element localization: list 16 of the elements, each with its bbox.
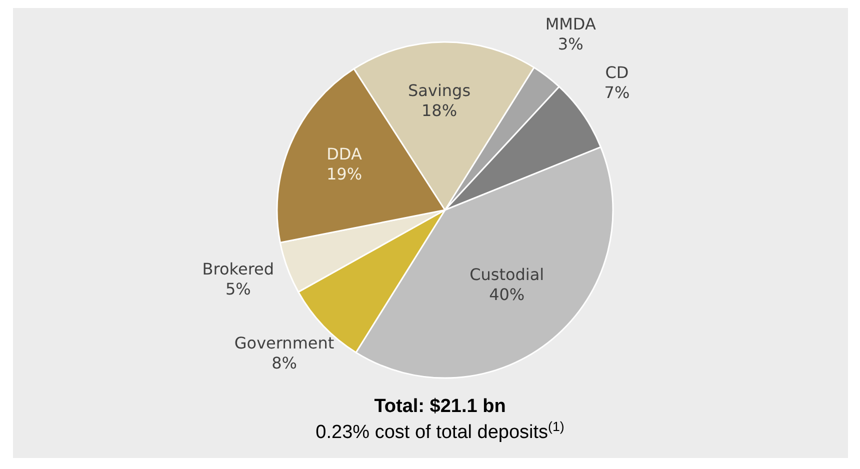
slice-label: MMDA: [545, 14, 596, 34]
data-label: 40%: [489, 284, 525, 304]
slice-label: DDA: [326, 144, 362, 164]
slice-label: Brokered: [202, 259, 274, 278]
data-label: 5%: [225, 279, 251, 298]
text: Total: $21.1 bn: [374, 396, 506, 417]
data-label: 19%: [326, 164, 362, 184]
slice-label: Savings: [408, 81, 471, 100]
slice-label: CD: [605, 63, 629, 82]
data-label: 7%: [604, 83, 630, 102]
slice-label: Custodial: [470, 264, 544, 284]
data-label: 18%: [421, 101, 458, 120]
slice-label: Government: [234, 333, 334, 352]
data-label: 3%: [558, 34, 584, 54]
data-label: 8%: [272, 353, 297, 372]
text: 0.23% cost of total deposits$^{(1)}$: [316, 418, 564, 443]
